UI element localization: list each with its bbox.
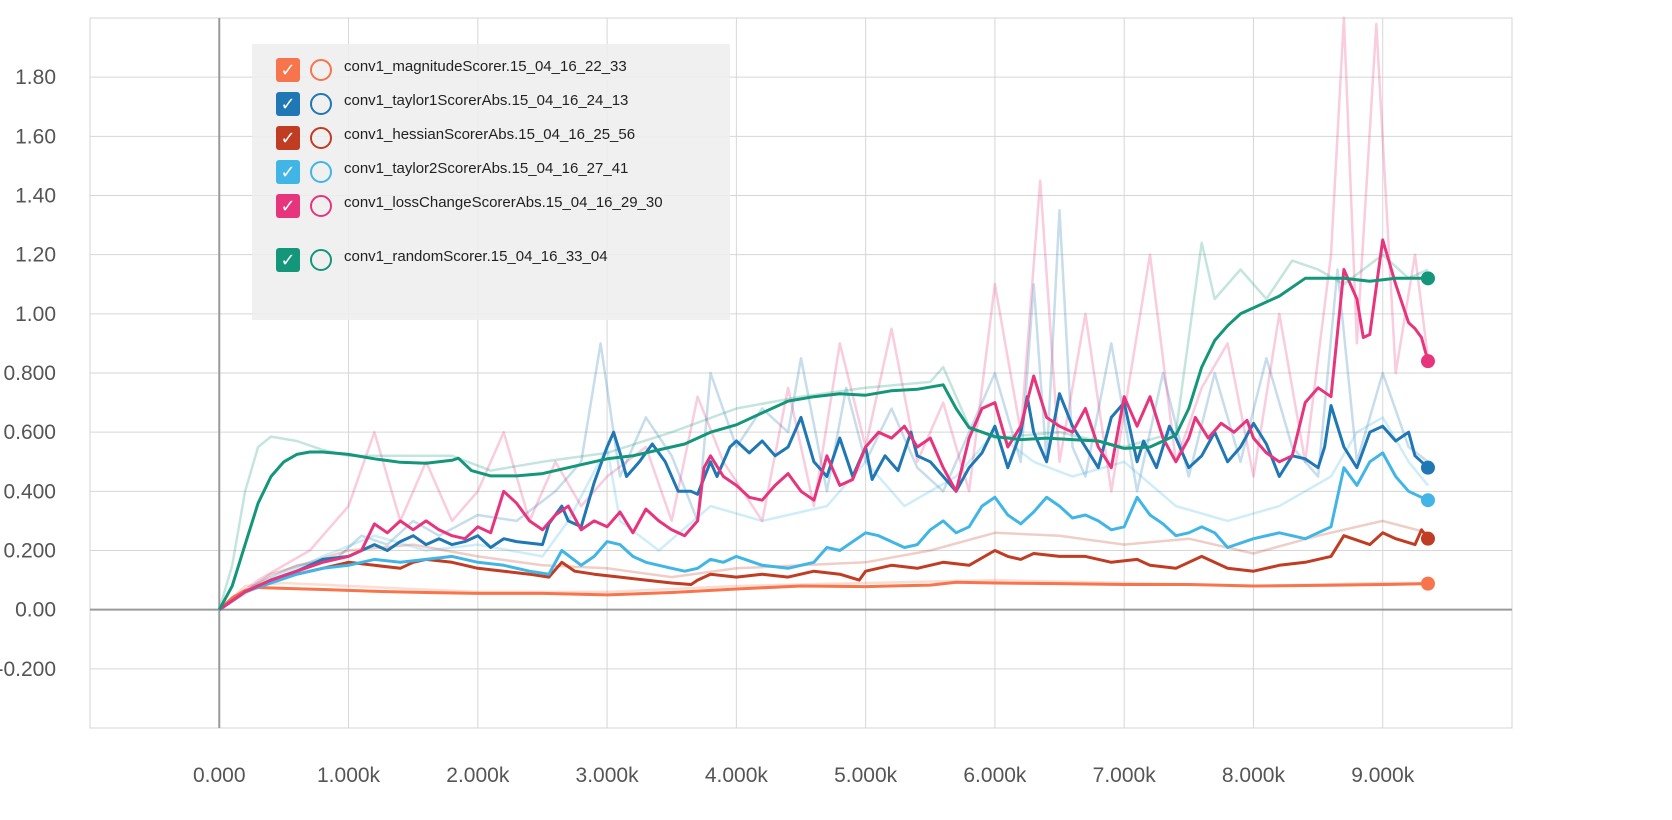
conv1-losschangescorerabs-raw-line (218, 16, 1430, 611)
y-tick-label: 0.800 (3, 362, 56, 385)
legend-item-taylor2[interactable]: ✓ conv1_taylor2ScorerAbs.15_04_16_27_41 (276, 160, 714, 184)
legend-checkbox[interactable]: ✓ (276, 126, 300, 150)
y-tick-label: 1.00 (15, 303, 56, 326)
legend-label: conv1_taylor1ScorerAbs.15_04_16_24_13 (344, 92, 629, 109)
conv1-losschangescorerabs-smoothed-line (218, 238, 1430, 611)
y-tick-label: 1.80 (15, 66, 56, 89)
legend-label: conv1_hessianScorerAbs.15_04_16_25_56 (344, 126, 636, 143)
x-tick-label: 1.000k (317, 764, 381, 787)
legend-radio[interactable] (310, 161, 332, 183)
legend-item-random[interactable]: ✓ conv1_randomScorer.15_04_16_33_04 (276, 248, 714, 272)
legend-item-losschange[interactable]: ✓ conv1_lossChangeScorerAbs.15_04_16_29_… (276, 194, 684, 218)
conv1-taylor1scorerabs-end-dot (1420, 460, 1435, 475)
smoothed-series-lines (217, 238, 1430, 611)
legend-radio[interactable] (310, 249, 332, 271)
x-tick-label: 9.000k (1351, 764, 1415, 787)
conv1-taylor2scorerabs-raw-line (218, 416, 1429, 611)
conv1-taylor1scorerabs-smoothed-line (218, 392, 1430, 611)
conv1-taylor2scorerabs-smoothed-line (218, 451, 1429, 611)
conv1-randomscorer-smoothed-line (217, 276, 1428, 611)
x-tick-label: 8.000k (1222, 764, 1286, 787)
conv1-taylor1scorerabs-raw-line (218, 209, 1429, 611)
y-tick-label: 1.40 (15, 185, 56, 208)
y-tick-label: 0.200 (3, 540, 56, 563)
legend-radio[interactable] (310, 195, 332, 217)
x-tick-label: 7.000k (1093, 764, 1157, 787)
conv1-taylor2scorerabs-end-dot (1420, 493, 1435, 508)
legend-checkbox[interactable]: ✓ (276, 160, 300, 184)
x-tick-label: 5.000k (834, 764, 898, 787)
chart-tick-labels: 0.000 1.000k 2.000k 3.000k 4.000k 5.000k 6.000… (0, 66, 1415, 787)
x-tick-label: 3.000k (576, 764, 640, 787)
legend-label: conv1_randomScorer.15_04_16_33_04 (344, 248, 608, 265)
y-tick-label: 0.400 (3, 480, 56, 503)
y-tick-label: 1.20 (15, 244, 56, 267)
y-tick-label: -0.200 (0, 658, 56, 681)
legend-checkbox[interactable]: ✓ (276, 194, 300, 218)
x-tick-label: 2.000k (446, 764, 510, 787)
legend: ✓ conv1_magnitudeScorer.15_04_16_22_33 ✓… (252, 44, 730, 320)
conv1-randomscorer-raw-line (218, 241, 1429, 611)
legend-label: conv1_magnitudeScorer.15_04_16_22_33 (344, 58, 627, 75)
x-tick-label: 0.000 (193, 764, 246, 787)
conv1-losschangescorerabs-end-dot (1420, 354, 1435, 369)
legend-item-taylor1[interactable]: ✓ conv1_taylor1ScorerAbs.15_04_16_24_13 (276, 92, 714, 116)
y-tick-label: 1.60 (15, 125, 56, 148)
legend-checkbox[interactable]: ✓ (276, 248, 300, 272)
x-tick-label: 6.000k (963, 764, 1027, 787)
legend-label: conv1_lossChangeScorerAbs.15_04_16_29_30 (344, 194, 663, 211)
legend-radio[interactable] (310, 93, 332, 115)
y-tick-label: 0.600 (3, 421, 56, 444)
x-tick-label: 4.000k (705, 764, 769, 787)
legend-label: conv1_taylor2ScorerAbs.15_04_16_27_41 (344, 160, 629, 177)
legend-radio[interactable] (310, 127, 332, 149)
conv1-hessianscorerabs-smoothed-line (218, 528, 1430, 611)
legend-item-hessian[interactable]: ✓ conv1_hessianScorerAbs.15_04_16_25_56 (276, 126, 714, 150)
y-tick-label: 0.00 (15, 599, 56, 622)
conv1-hessianscorerabs-end-dot (1420, 531, 1435, 546)
legend-checkbox[interactable]: ✓ (276, 58, 300, 82)
conv1-hessianscorerabs-raw-line (218, 519, 1429, 611)
legend-radio[interactable] (310, 59, 332, 81)
conv1-magnitudescorer-smoothed-line (218, 580, 1429, 611)
legend-item-magnitude[interactable]: ✓ conv1_magnitudeScorer.15_04_16_22_33 (276, 58, 714, 82)
conv1-randomscorer-end-dot (1420, 271, 1435, 286)
series-end-markers (1420, 271, 1435, 591)
legend-checkbox[interactable]: ✓ (276, 92, 300, 116)
conv1-magnitudescorer-end-dot (1420, 576, 1435, 591)
